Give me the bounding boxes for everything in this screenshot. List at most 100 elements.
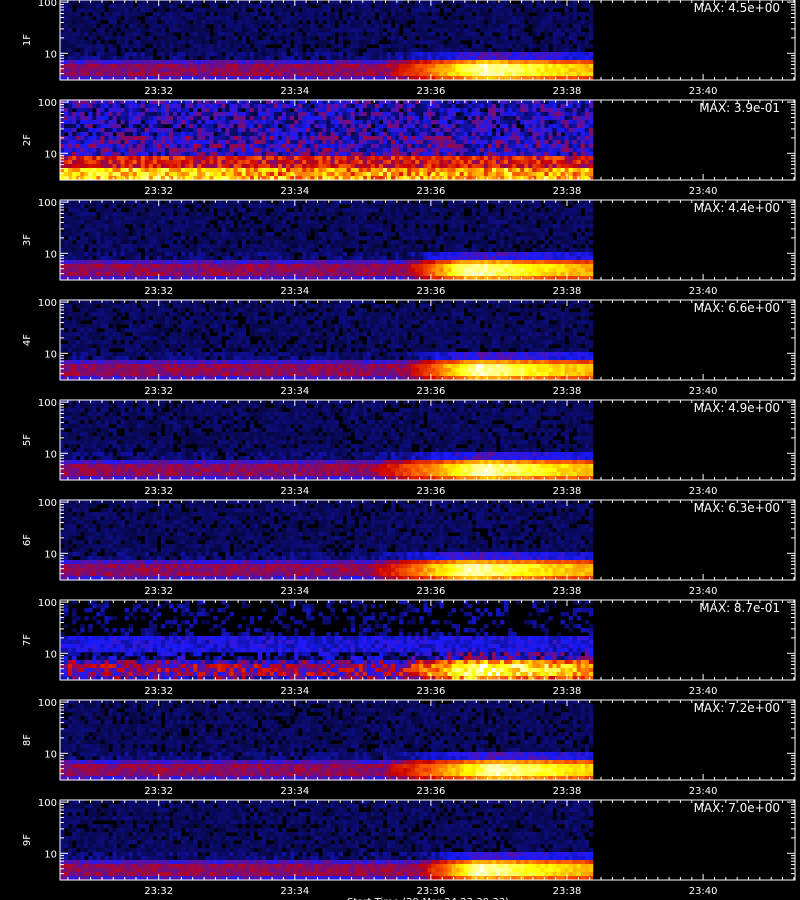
heatmap-cell	[225, 28, 230, 33]
heatmap-cell	[512, 124, 517, 129]
heatmap-cell	[201, 24, 206, 29]
heatmap-cell	[80, 52, 85, 57]
heatmap-cell	[209, 12, 214, 17]
heatmap-cell	[500, 160, 505, 165]
heatmap-cell	[249, 60, 255, 65]
heatmap-cell	[76, 144, 81, 149]
heatmap-cell	[229, 24, 234, 29]
heatmap-cell	[193, 176, 198, 181]
heatmap-cell	[346, 68, 352, 73]
heatmap-cell	[423, 64, 428, 69]
heatmap-cell	[310, 156, 315, 161]
heatmap-cell	[415, 136, 420, 141]
heatmap-cell	[72, 176, 77, 181]
heatmap-cell	[277, 176, 283, 181]
heatmap-cell	[443, 52, 448, 57]
heatmap-cell	[132, 68, 138, 73]
heatmap-cell	[298, 12, 303, 17]
heatmap-cell	[189, 60, 194, 65]
heatmap-cell	[322, 32, 327, 37]
heatmap-cell	[435, 60, 440, 65]
heatmap-cell	[516, 172, 521, 177]
heatmap-cell	[536, 28, 541, 33]
heatmap-cell	[403, 176, 408, 181]
heatmap-cell	[350, 56, 356, 61]
heatmap-cell	[528, 108, 533, 113]
heatmap-cell	[399, 112, 404, 117]
heatmap-cell	[185, 140, 190, 145]
heatmap-cell	[152, 164, 158, 169]
heatmap-cell	[532, 72, 537, 77]
heatmap-cell	[148, 36, 154, 41]
heatmap-cell	[584, 20, 590, 25]
heatmap-cell	[116, 160, 121, 165]
heatmap-cell	[277, 132, 283, 137]
heatmap-cell	[225, 24, 230, 29]
heatmap-cell	[386, 20, 392, 25]
heatmap-cell	[120, 176, 125, 181]
heatmap-cell	[136, 164, 142, 169]
heatmap-cell	[60, 148, 65, 153]
heatmap-cell	[508, 72, 513, 77]
heatmap-cell	[322, 16, 327, 21]
heatmap-cell	[491, 64, 497, 69]
heatmap-cell	[128, 104, 134, 109]
heatmap-cell	[463, 128, 469, 133]
heatmap-cell	[322, 72, 327, 77]
heatmap-cell	[411, 172, 416, 177]
heatmap-cell	[370, 24, 376, 29]
heatmap-cell	[144, 164, 150, 169]
heatmap-cell	[314, 52, 319, 57]
heatmap-cell	[189, 164, 194, 169]
heatmap-cell	[160, 128, 166, 133]
heatmap-cell	[269, 168, 275, 173]
heatmap-cell	[282, 28, 287, 33]
heatmap-cell	[334, 104, 339, 109]
heatmap-cell	[500, 8, 505, 13]
heatmap-cell	[60, 160, 65, 165]
heatmap-cell	[104, 168, 109, 173]
heatmap-cell	[443, 136, 448, 141]
heatmap-cell	[64, 128, 69, 133]
heatmap-cell	[455, 60, 461, 65]
heatmap-cell	[253, 68, 259, 73]
heatmap-cell	[108, 152, 113, 157]
heatmap-cell	[286, 124, 291, 129]
heatmap-cell	[148, 72, 154, 77]
heatmap-cell	[326, 28, 331, 33]
heatmap-cell	[483, 36, 489, 41]
heatmap-cell	[269, 140, 275, 145]
heatmap-cell	[395, 124, 400, 129]
heatmap-cell	[374, 128, 380, 133]
heatmap-cell	[173, 124, 178, 129]
heatmap-cell	[544, 116, 549, 121]
heatmap-cell	[508, 160, 513, 165]
heatmap-cell	[173, 168, 178, 173]
heatmap-cell	[72, 48, 77, 53]
heatmap-cell	[144, 4, 150, 9]
heatmap-cell	[277, 20, 283, 25]
heatmap-cell	[209, 172, 214, 177]
heatmap-cell	[140, 116, 146, 121]
heatmap-cell	[500, 168, 505, 173]
heatmap-cell	[370, 152, 376, 157]
heatmap-cell	[403, 8, 408, 13]
heatmap-cell	[229, 136, 234, 141]
heatmap-cell	[362, 68, 368, 73]
heatmap-cell	[572, 20, 578, 25]
heatmap-cell	[459, 12, 465, 17]
heatmap-cell	[213, 68, 218, 73]
heatmap-cell	[128, 24, 134, 29]
heatmap-cell	[245, 60, 251, 65]
heatmap-cell	[80, 48, 85, 53]
heatmap-cell	[536, 60, 541, 65]
heatmap-cell	[306, 76, 311, 81]
heatmap-cell	[298, 172, 303, 177]
heatmap-cell	[548, 140, 553, 145]
heatmap-cell	[96, 144, 101, 149]
heatmap-cell	[508, 16, 513, 21]
heatmap-cell	[580, 16, 586, 21]
heatmap-cell	[286, 164, 291, 169]
heatmap-cell	[536, 132, 541, 137]
heatmap-cell	[314, 148, 319, 153]
